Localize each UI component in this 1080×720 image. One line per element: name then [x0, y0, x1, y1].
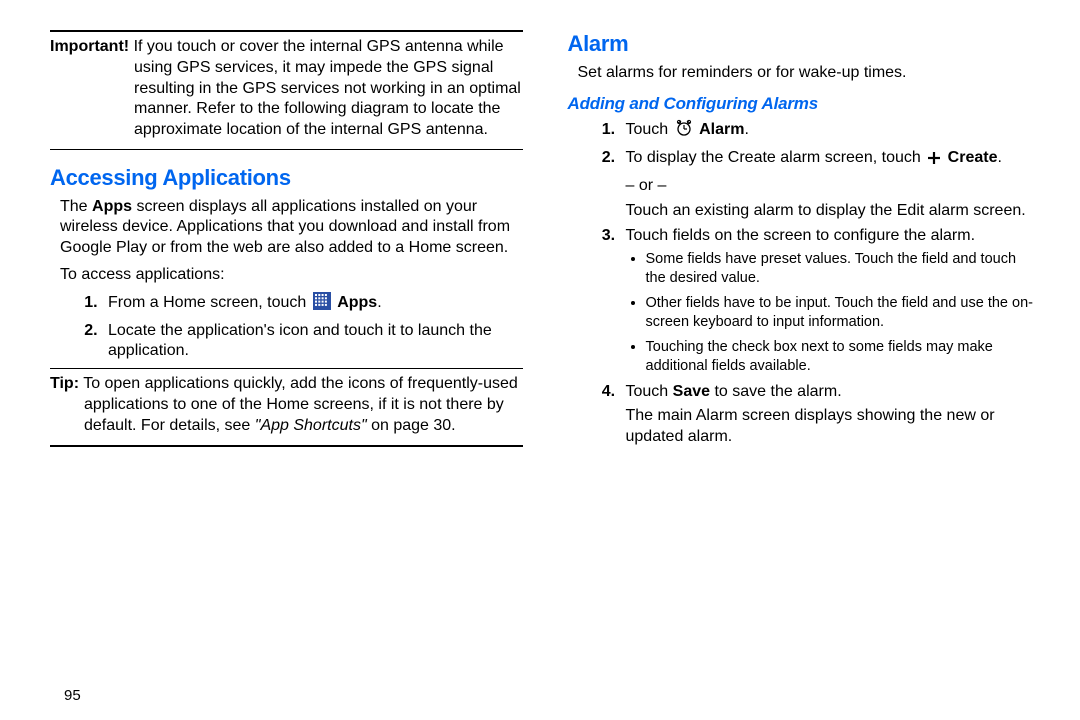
heading-alarm: Alarm — [568, 30, 1041, 59]
apps-paragraph: The Apps screen displays all application… — [60, 197, 523, 259]
heading-accessing-applications: Accessing Applications — [50, 164, 523, 193]
bullet-3: Touching the check box next to some fiel… — [646, 338, 1041, 376]
important-label: Important! — [50, 38, 129, 55]
access-step-1: From a Home screen, touch Apps. — [102, 292, 523, 317]
access-steps: From a Home screen, touch Apps. Locate — [74, 292, 523, 362]
left-column: Important! If you touch or cover the int… — [50, 30, 523, 700]
alarm-step-4: Touch Save to save the alarm. The main A… — [620, 382, 1041, 448]
alarm-step-2: To display the Create alarm screen, touc… — [620, 148, 1041, 221]
alarm-steps: Touch Alarm. To display the Create al — [592, 119, 1041, 447]
to-access-label: To access applications: — [60, 265, 523, 286]
important-text: If you touch or cover the internal GPS a… — [134, 38, 521, 138]
bullet-2: Other fields have to be input. Touch the… — [646, 294, 1041, 332]
important-note: Important! If you touch or cover the int… — [50, 30, 523, 150]
apps-icon — [313, 292, 331, 317]
alarm-clock-icon — [675, 119, 693, 144]
alarm-step-3: Touch fields on the screen to configure … — [620, 226, 1041, 376]
heading-adding-configuring: Adding and Configuring Alarms — [568, 93, 1041, 115]
page-number: 95 — [64, 687, 81, 704]
bullet-1: Some fields have preset values. Touch th… — [646, 250, 1041, 288]
alarm-step-3-bullets: Some fields have preset values. Touch th… — [626, 250, 1041, 375]
alarm-intro: Set alarms for reminders or for wake-up … — [578, 63, 1041, 84]
alarm-step-2-or: – or – — [626, 176, 1041, 197]
plus-icon — [927, 151, 941, 172]
tip-label: Tip: — [50, 375, 79, 392]
alarm-step-2-alt: Touch an existing alarm to display the E… — [626, 201, 1041, 222]
alarm-step-4-result: The main Alarm screen displays showing t… — [626, 406, 1041, 448]
alarm-step-1: Touch Alarm. — [620, 119, 1041, 144]
access-step-2: Locate the application's icon and touch … — [102, 321, 523, 363]
right-column: Alarm Set alarms for reminders or for wa… — [568, 30, 1041, 700]
tip-note: Tip: To open applications quickly, add t… — [50, 368, 523, 446]
